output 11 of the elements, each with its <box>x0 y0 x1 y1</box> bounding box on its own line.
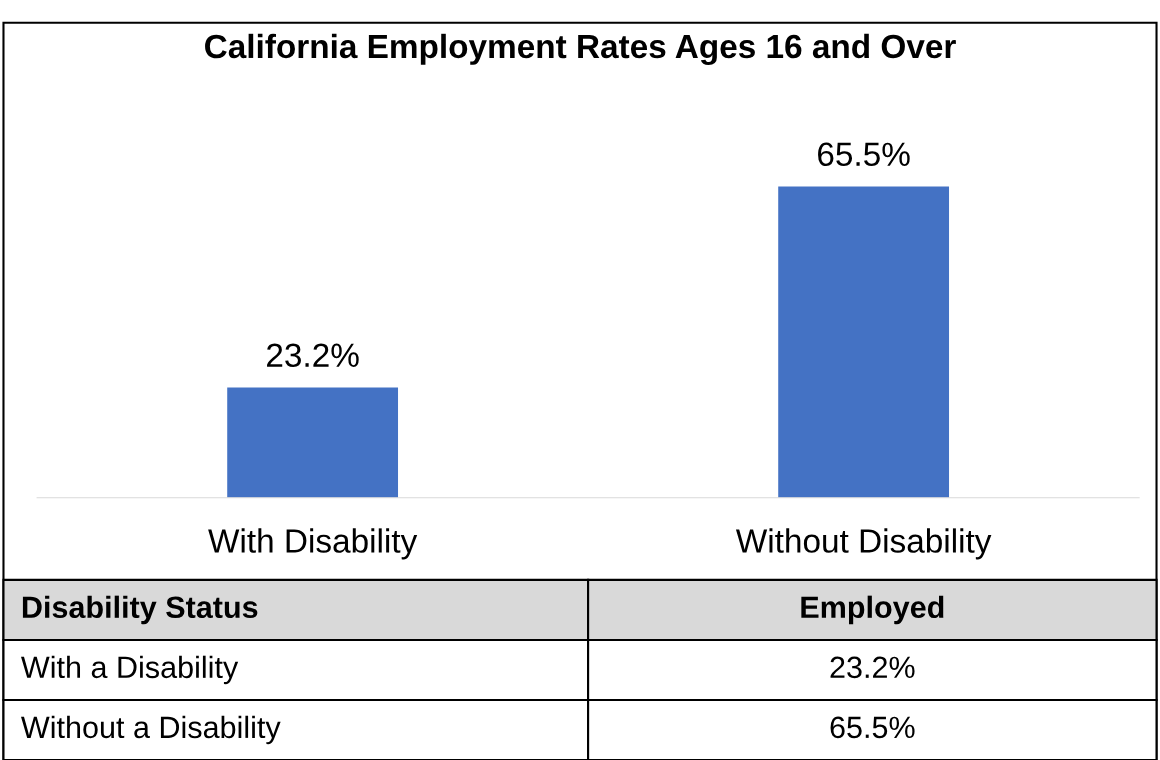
data-label: 65.5% <box>818 142 910 167</box>
text: With a Disability <box>21 655 239 685</box>
x-tick-label: With Disability <box>208 528 418 560</box>
data-label: 23.2% <box>267 343 359 368</box>
x-tick-label: Without Disability <box>735 528 992 560</box>
text: 65.5% <box>830 716 915 739</box>
chart-title: California Employment Rates Ages 16 and Over <box>205 33 956 66</box>
text: 23.2% <box>830 656 915 679</box>
text: Without a Disability <box>21 715 281 745</box>
text: Disability Status <box>22 595 258 625</box>
text: Employed <box>801 595 944 625</box>
